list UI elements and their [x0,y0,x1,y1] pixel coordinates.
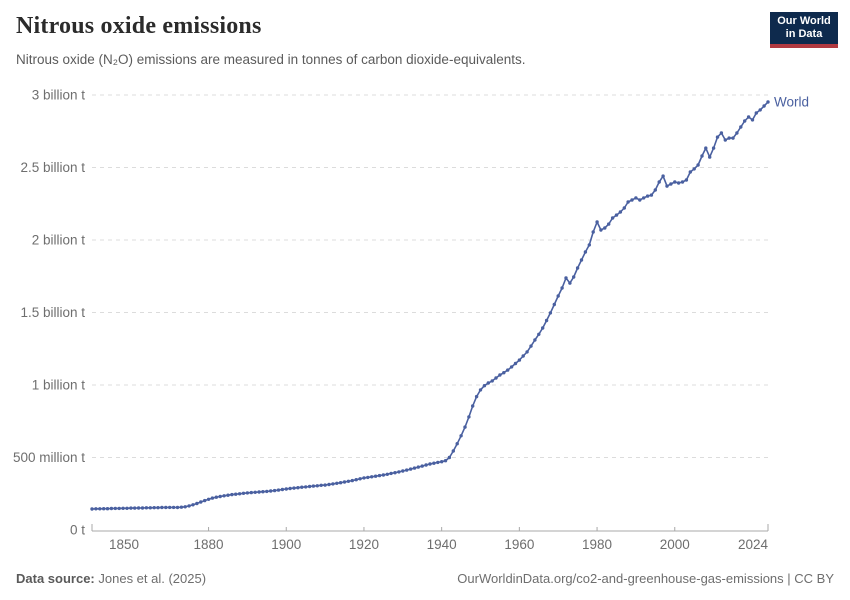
series-label-world[interactable]: World [774,94,809,109]
y-tick-label: 500 million t [13,450,85,465]
x-tick-label: 1920 [349,537,379,552]
x-axis-ticks: 1850 1880 1900 1920 1940 1960 1980 2000 2024 [91,524,769,552]
data-source-label: Data source: [16,571,95,586]
x-tick-label: 1980 [582,537,612,552]
owid-logo[interactable]: Our World in Data [770,12,838,48]
page-title: Nitrous oxide emissions [16,13,262,39]
chart-footer: Data source: Jones et al. (2025) OurWorl… [16,571,834,586]
chart-subtitle: Nitrous oxide (N₂O) emissions are measur… [16,52,526,67]
world-line[interactable] [91,101,769,510]
x-tick-label: 2000 [660,537,690,552]
x-tick-label: 1960 [504,537,534,552]
owid-logo-line1: Our World [777,15,831,27]
x-tick-label: 1850 [109,537,139,552]
y-tick-label: 3 billion t [32,88,86,103]
data-source: Data source: Jones et al. (2025) [16,571,206,586]
y-tick-label: 1.5 billion t [20,305,85,320]
x-tick-label: 2024 [738,537,769,552]
y-tick-label: 2 billion t [32,233,86,248]
x-tick-label: 1940 [427,537,457,552]
y-gridlines: 0 t 500 million t 1 billion t 1.5 billion t… [13,88,768,538]
license-credit-link[interactable]: OurWorldinData.org/co2-and-greenhouse-ga… [457,571,834,586]
world-line-markers [90,100,770,511]
x-tick-label: 1880 [194,537,224,552]
owid-logo-line2: in Data [785,28,823,40]
data-source-value: Jones et al. (2025) [98,571,207,586]
y-tick-label: 1 billion t [32,378,86,393]
y-tick-label: 0 t [70,523,85,538]
y-tick-label: 2.5 billion t [20,160,85,175]
x-tick-label: 1900 [271,537,301,552]
